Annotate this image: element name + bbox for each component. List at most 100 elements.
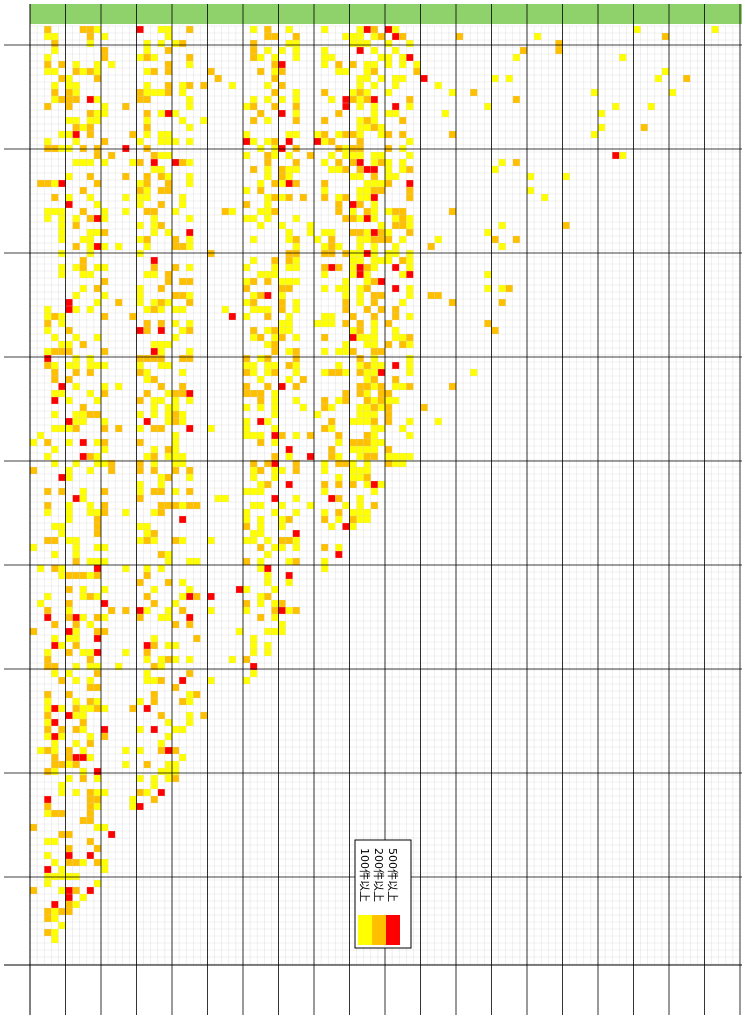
heat-cell: [264, 159, 272, 166]
heat-cell: [349, 250, 357, 257]
heat-cell: [164, 47, 172, 54]
heat-cell: [172, 656, 180, 663]
heat-cell: [271, 425, 279, 432]
heat-cell: [58, 831, 66, 838]
heat-cell: [363, 362, 371, 369]
heat-cell: [93, 96, 101, 103]
heat-cell: [58, 75, 66, 82]
heat-cell: [136, 397, 144, 404]
heat-cell: [51, 145, 59, 152]
heat-cell: [186, 712, 194, 719]
heat-cell: [406, 40, 414, 47]
heat-cell: [363, 40, 371, 47]
heat-cell: [250, 362, 258, 369]
heat-cell: [72, 362, 80, 369]
legend-swatch: [358, 915, 372, 945]
heat-cell: [44, 509, 52, 516]
heat-cell: [292, 544, 300, 551]
heat-cell: [377, 124, 385, 131]
heat-cell: [292, 278, 300, 285]
heat-cell: [363, 96, 371, 103]
heat-cell: [363, 432, 371, 439]
heat-cell: [157, 131, 165, 138]
heat-cell: [86, 733, 94, 740]
heat-cell: [51, 369, 59, 376]
heat-cell: [164, 404, 172, 411]
heat-cell: [356, 243, 364, 250]
heat-cell: [250, 47, 258, 54]
heat-cell: [157, 747, 165, 754]
heat-cell: [51, 47, 59, 54]
heat-cell: [186, 236, 194, 243]
heat-cell: [292, 54, 300, 61]
heat-cell: [93, 152, 101, 159]
heat-cell: [65, 348, 73, 355]
heat-cell: [44, 488, 52, 495]
heat-cell: [356, 264, 364, 271]
heat-cell: [51, 663, 59, 670]
heat-cell: [264, 572, 272, 579]
heat-cell: [399, 117, 407, 124]
heat-cell: [498, 243, 506, 250]
heat-cell: [406, 103, 414, 110]
heat-cell: [93, 824, 101, 831]
heat-cell: [172, 292, 180, 299]
heat-cell: [157, 481, 165, 488]
heat-cell: [321, 138, 329, 145]
heat-cell: [264, 292, 272, 299]
heat-cell: [321, 117, 329, 124]
heat-cell: [101, 586, 109, 593]
heat-cell: [321, 397, 329, 404]
heat-cell: [370, 418, 378, 425]
heat-cell: [136, 201, 144, 208]
heat-cell: [150, 691, 158, 698]
heat-cell: [612, 152, 620, 159]
heat-cell: [129, 803, 137, 810]
heat-cell: [65, 362, 73, 369]
heat-cell: [278, 544, 286, 551]
heat-cell: [321, 61, 329, 68]
heat-cell: [44, 453, 52, 460]
heat-cell: [143, 110, 151, 117]
heat-cell: [328, 229, 336, 236]
heat-cell: [86, 117, 94, 124]
heat-cell: [285, 131, 293, 138]
heat-cell: [406, 418, 414, 425]
heat-cell: [342, 502, 350, 509]
heat-cell: [143, 243, 151, 250]
heat-cell: [392, 397, 400, 404]
heat-cell: [79, 719, 87, 726]
heat-cell: [136, 726, 144, 733]
heat-cell: [377, 425, 385, 432]
heat-cell: [342, 145, 350, 152]
heat-cell: [292, 180, 300, 187]
heat-cell: [257, 208, 265, 215]
heat-cell: [136, 607, 144, 614]
heat-cell: [356, 439, 364, 446]
heat-cell: [306, 453, 314, 460]
heat-cell: [150, 446, 158, 453]
heat-cell: [44, 656, 52, 663]
heat-cell: [93, 229, 101, 236]
heat-cell: [235, 628, 243, 635]
heat-cell: [164, 278, 172, 285]
heat-cell: [143, 530, 151, 537]
heat-cell: [243, 432, 251, 439]
heat-cell: [136, 460, 144, 467]
heat-cell: [349, 334, 357, 341]
heat-cell: [370, 292, 378, 299]
heat-cell: [377, 75, 385, 82]
heat-cell: [86, 656, 94, 663]
heat-cell: [257, 334, 265, 341]
heat-cell: [51, 89, 59, 96]
heat-cell: [136, 180, 144, 187]
heat-cell: [427, 243, 435, 250]
heat-cell: [221, 208, 229, 215]
heat-cell: [79, 586, 87, 593]
heat-cell: [65, 628, 73, 635]
heat-cell: [72, 677, 80, 684]
heat-cell: [179, 159, 187, 166]
heat-cell: [491, 327, 499, 334]
heat-cell: [278, 320, 286, 327]
heat-cell: [44, 68, 52, 75]
